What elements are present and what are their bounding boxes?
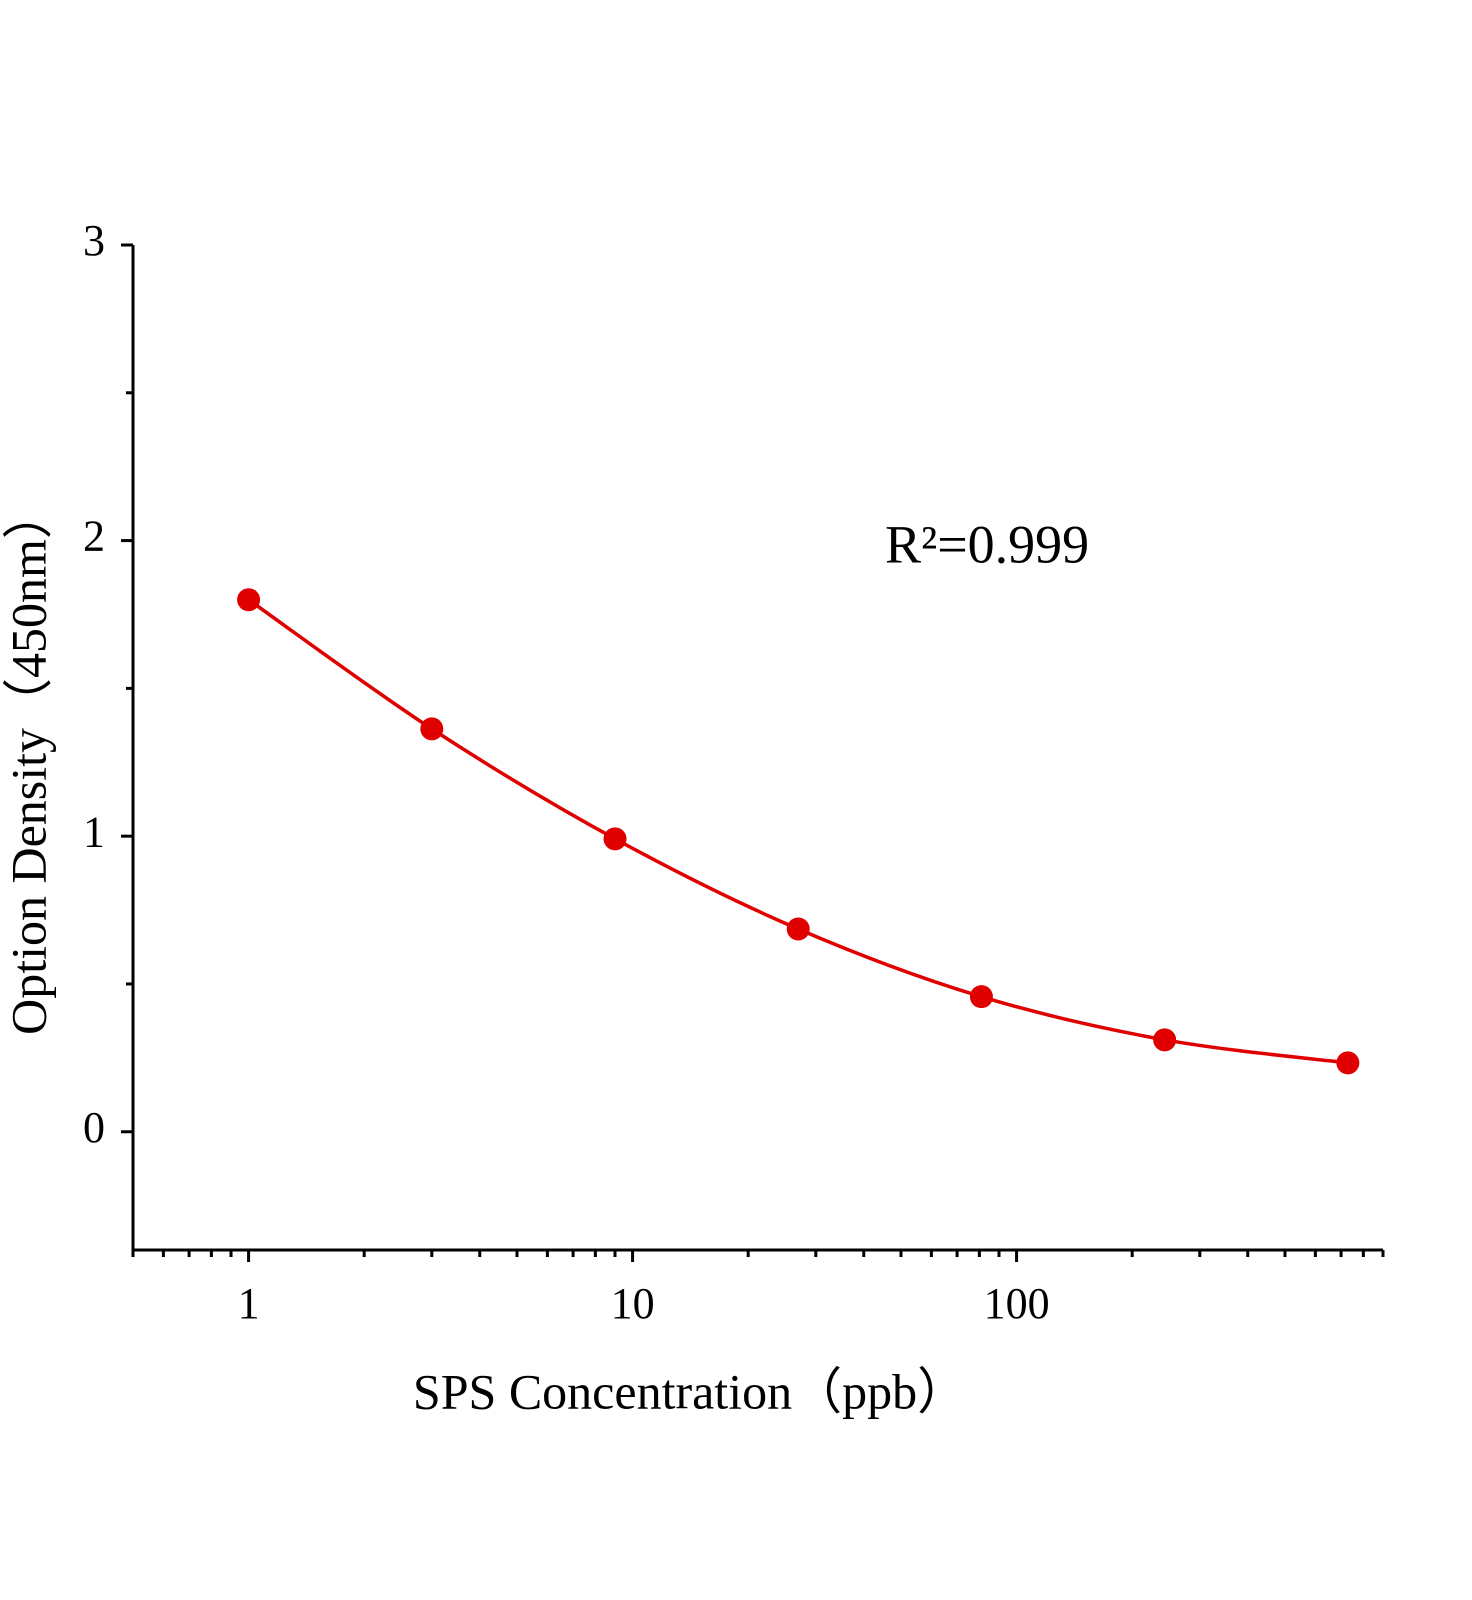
x-tick-label: 100: [984, 1279, 1050, 1328]
y-tick-label: 0: [83, 1103, 105, 1152]
y-tick-label: 2: [83, 512, 105, 561]
line: [247, 598, 1349, 1065]
y-axis-label: Option Density（450nm）: [0, 489, 56, 1035]
point: [603, 827, 627, 851]
y-tick-label: 1: [83, 807, 105, 856]
annotation: R²=0.999: [885, 514, 1089, 574]
x-axis-label: SPS Concentration（ppb）: [413, 1363, 967, 1419]
point: [420, 717, 444, 741]
y-tick-label: 3: [83, 216, 105, 265]
x-tick-label: 1: [238, 1279, 260, 1328]
x-tick-label: 10: [611, 1279, 655, 1328]
point: [237, 588, 261, 612]
point: [1153, 1028, 1177, 1052]
point: [786, 917, 810, 941]
point: [1336, 1051, 1360, 1075]
point: [969, 985, 993, 1009]
